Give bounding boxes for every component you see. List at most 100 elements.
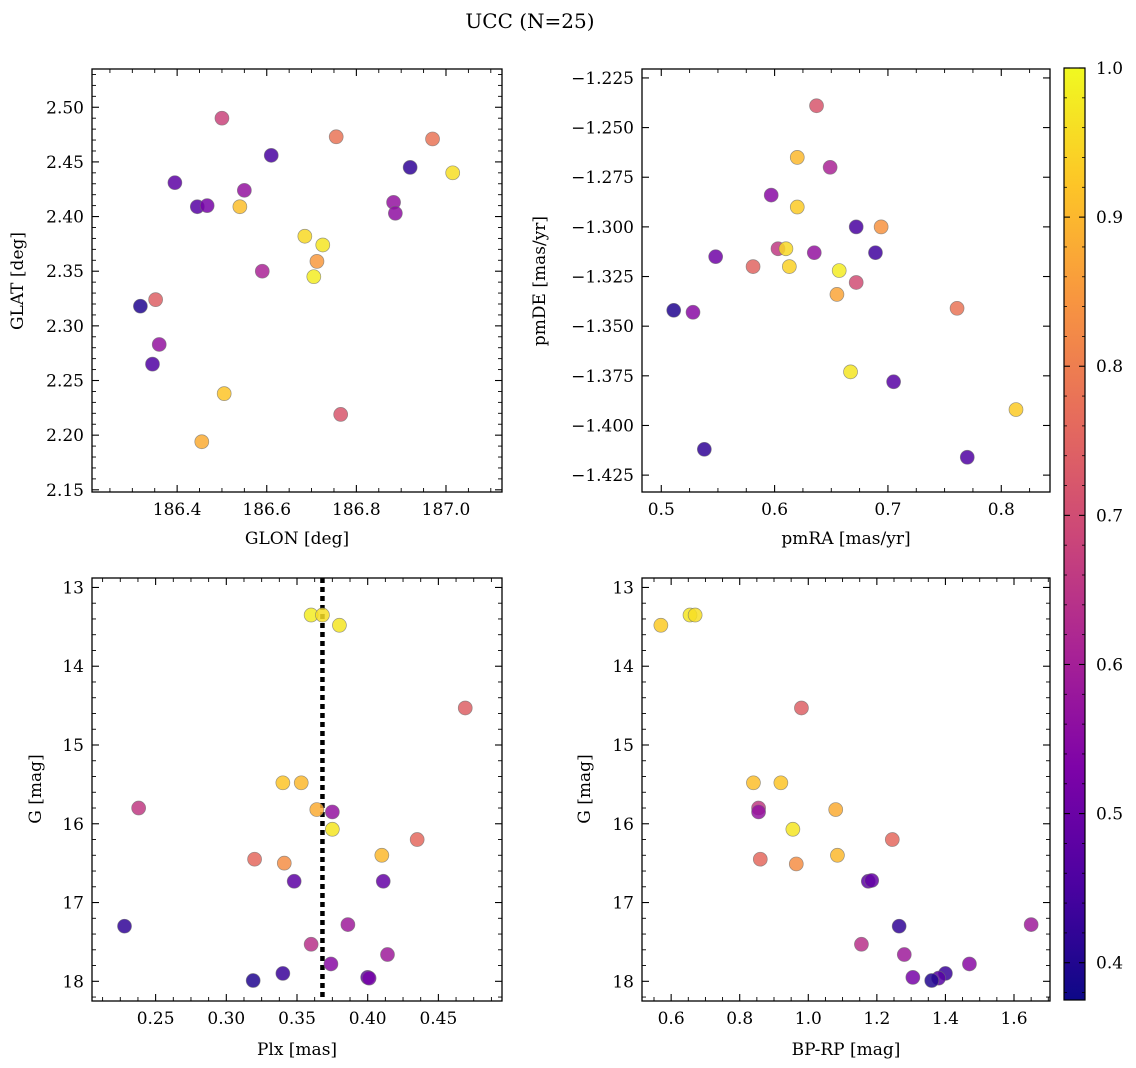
scatter-point — [332, 617, 347, 633]
scatter-point — [778, 241, 794, 257]
y-tick-label: −1.350 — [571, 317, 634, 337]
scatter-point — [1023, 917, 1039, 932]
scatter-point — [333, 407, 349, 422]
scatter-point — [949, 300, 965, 316]
x-tick-label: 186.6 — [242, 500, 291, 520]
scatter-point — [752, 851, 768, 867]
y-tick-label: −1.400 — [571, 416, 634, 436]
y-tick-label: 2.40 — [46, 208, 84, 228]
scatter-point — [145, 356, 160, 372]
scatter-point — [708, 249, 724, 265]
scatter-point — [828, 802, 844, 817]
y-tick-label: 13 — [612, 578, 634, 598]
scatter-point — [388, 205, 403, 221]
scatter-point — [214, 110, 230, 126]
colorbar-tick-label: 0.6 — [1096, 655, 1123, 675]
x-tick-label: 1.4 — [932, 1009, 959, 1029]
colorbar: 0.4 0.5 0.6 0.7 0.8 0.9 1.0 — [1063, 59, 1123, 1001]
scatter-point — [425, 131, 440, 147]
scatter-point — [167, 175, 183, 191]
x-tick-label: 0.40 — [349, 1009, 387, 1029]
y-tick-label: 2.25 — [46, 372, 84, 392]
scatter-point — [809, 98, 824, 114]
scatter-point — [328, 129, 344, 145]
scatter-point — [831, 263, 847, 278]
scatter-point — [781, 259, 797, 274]
scatter-point — [751, 804, 766, 820]
y-tick-label: 13 — [62, 578, 84, 598]
panel-bprp-g: BP-RP [mag] G [mag] 0.6 0.8 1.0 1.2 1.4 1.6 13… — [575, 577, 1051, 1060]
scatter-point — [276, 855, 292, 871]
panel-pmra-pmde: pmRA [mas/yr] pmDE [mas/yr] 0.5 0.6 0.7 0.8… — [530, 68, 1051, 549]
scatter-point — [306, 269, 322, 285]
x-tick-label: 186.8 — [332, 500, 381, 520]
scatter-point — [788, 856, 804, 872]
scatter-point — [806, 245, 822, 261]
y-tick-label: −1.225 — [571, 69, 634, 89]
scatter-point — [117, 918, 132, 934]
scatter-point — [148, 292, 163, 307]
scatter-point — [402, 160, 418, 175]
scatter-point — [763, 187, 779, 203]
y-tick-label: −1.250 — [571, 119, 634, 139]
scatter-point — [374, 847, 390, 863]
panel-glon-glat: GLON [deg] GLAT [deg] 186.4 186.6 186.8 187… — [8, 68, 503, 549]
scatter-point — [245, 973, 261, 988]
scatter-point — [905, 970, 921, 985]
scatter-point — [653, 617, 669, 633]
x-tick-label: 186.4 — [153, 500, 202, 520]
x-tick-label: 0.5 — [648, 500, 675, 520]
x-tick-label: 0.6 — [761, 500, 788, 520]
scatter-point — [151, 337, 167, 352]
y-axis-label: pmDE [mas/yr] — [530, 216, 550, 346]
y-tick-label: 2.35 — [46, 262, 84, 282]
x-tick-label: 0.35 — [278, 1009, 316, 1029]
scatter-point — [785, 821, 801, 837]
axes-frame — [91, 68, 503, 493]
y-tick-label: 15 — [62, 736, 84, 756]
x-axis-label: BP-RP [mag] — [792, 1040, 901, 1060]
y-tick-label: 2.50 — [46, 98, 84, 118]
scatter-point — [896, 947, 912, 962]
y-tick-label: 2.30 — [46, 317, 84, 337]
colorbar-tick-label: 1.0 — [1096, 59, 1123, 79]
scatter-point — [275, 966, 291, 981]
scatter-point — [848, 275, 864, 290]
scatter-point — [275, 775, 291, 791]
panel-plx-g: Plx [mas] G [mag] 0.25 0.30 0.35 0.40 0.45 13… — [26, 577, 503, 1060]
scatter-point — [194, 434, 210, 450]
scatter-point — [830, 847, 845, 863]
y-axis-label: GLAT [deg] — [8, 232, 28, 330]
scatter-point — [263, 147, 279, 163]
scatter-point — [340, 917, 356, 932]
y-tick-label: 18 — [62, 972, 84, 992]
scatter-point — [380, 947, 395, 962]
scatter-point — [254, 263, 270, 279]
scatter-point — [891, 918, 907, 934]
scatter-point — [236, 182, 252, 198]
colorbar-tick-label: 0.5 — [1096, 805, 1123, 825]
scatter-point — [323, 956, 339, 972]
y-tick-label: −1.300 — [571, 218, 634, 238]
scatter-point — [829, 287, 845, 302]
scatter-point — [131, 800, 147, 816]
x-axis-label: GLON [deg] — [245, 529, 349, 549]
colorbar-tick-label: 0.8 — [1096, 357, 1123, 377]
scatter-point — [789, 199, 805, 215]
scatter-point — [286, 873, 302, 889]
x-tick-label: 0.6 — [658, 1009, 685, 1029]
colorbar-tick-label: 0.7 — [1096, 506, 1123, 526]
scatter-point — [873, 219, 889, 235]
y-tick-label: 2.45 — [46, 153, 84, 173]
colorbar-gradient — [1063, 67, 1086, 1001]
scatter-point — [133, 298, 148, 314]
colorbar-tick-label: 0.9 — [1096, 208, 1123, 228]
x-tick-label: 0.7 — [874, 500, 901, 520]
scatter-point — [924, 973, 940, 988]
axes-frame — [641, 577, 1051, 1002]
x-axis-label: pmRA [mas/yr] — [781, 529, 910, 549]
scatter-point — [297, 228, 313, 244]
scatter-point — [293, 775, 309, 791]
scatter-point — [324, 804, 340, 820]
scatter-point — [315, 607, 330, 623]
